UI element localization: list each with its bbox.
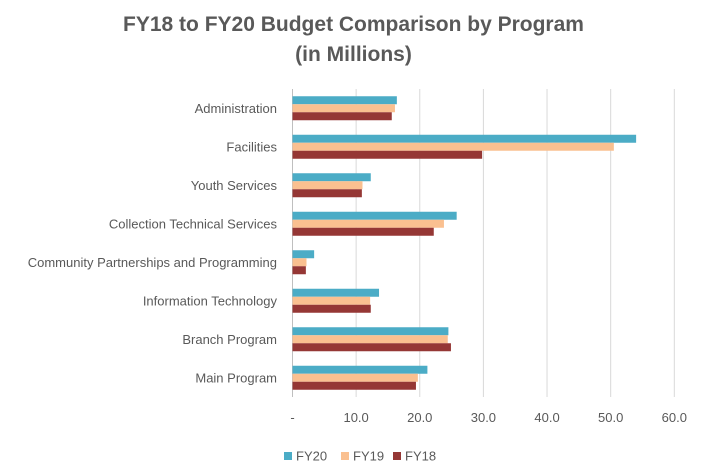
bar-fy20 bbox=[292, 134, 637, 143]
category-label: Branch Program bbox=[182, 332, 277, 347]
bar-fy20 bbox=[292, 211, 457, 220]
legend-label: FY20 bbox=[296, 449, 327, 464]
bar-fy20 bbox=[292, 327, 449, 336]
category-label: Facilities bbox=[226, 139, 277, 154]
bar-fy19 bbox=[292, 258, 307, 267]
bars bbox=[292, 96, 637, 390]
legend-swatch bbox=[393, 452, 401, 460]
legend-item-fy20: FY20 bbox=[284, 449, 327, 464]
bar-fy20 bbox=[292, 250, 315, 259]
legend-swatch bbox=[341, 452, 349, 460]
category-label: Youth Services bbox=[191, 178, 278, 193]
bar-fy19 bbox=[292, 142, 614, 151]
x-tick-label: 40.0 bbox=[534, 410, 559, 425]
bar-fy18 bbox=[292, 150, 483, 159]
x-tick-labels: - 10.0 20.0 30.0 40.0 50.0 60.0 bbox=[290, 410, 687, 425]
category-label: Collection Technical Services bbox=[109, 216, 278, 231]
bar-fy19 bbox=[292, 373, 418, 382]
x-tick-label: 20.0 bbox=[407, 410, 432, 425]
bar-fy19 bbox=[292, 104, 395, 113]
legend-label: FY19 bbox=[353, 449, 384, 464]
x-tick-label: 30.0 bbox=[471, 410, 496, 425]
category-labels: Administration Facilities Youth Services Co… bbox=[28, 101, 278, 386]
legend-item-fy19: FY19 bbox=[341, 449, 384, 464]
category-label: Administration bbox=[195, 101, 277, 116]
chart-title-line-2: (in Millions) bbox=[295, 43, 412, 66]
bar-fy20 bbox=[292, 96, 397, 105]
bar-fy19 bbox=[292, 219, 444, 228]
bar-fy18 bbox=[292, 112, 392, 121]
x-tick-label: 60.0 bbox=[662, 410, 687, 425]
bar-fy19 bbox=[292, 181, 363, 190]
legend-label: FY18 bbox=[405, 449, 436, 464]
legend-item-fy18: FY18 bbox=[393, 449, 436, 464]
bar-fy18 bbox=[292, 304, 371, 313]
bar-fy18 bbox=[292, 266, 306, 275]
bar-fy18 bbox=[292, 381, 416, 390]
chart-title-line-1: FY18 to FY20 Budget Comparison by Progra… bbox=[123, 13, 584, 36]
bar-fy18 bbox=[292, 227, 434, 236]
bar-fy18 bbox=[292, 189, 362, 198]
x-tick-label: 10.0 bbox=[343, 410, 368, 425]
bar-fy18 bbox=[292, 343, 451, 352]
category-label: Main Program bbox=[195, 370, 277, 385]
bar-fy19 bbox=[292, 296, 371, 305]
legend-swatch bbox=[284, 452, 292, 460]
legend: FY20 FY19 FY18 bbox=[284, 449, 436, 464]
bar-fy20 bbox=[292, 365, 428, 374]
bar-fy19 bbox=[292, 335, 448, 344]
bar-fy20 bbox=[292, 288, 380, 297]
bar-fy20 bbox=[292, 173, 371, 182]
x-tick-label: 50.0 bbox=[598, 410, 623, 425]
category-label: Information Technology bbox=[143, 293, 278, 308]
x-tick-label: - bbox=[290, 410, 294, 425]
category-label: Community Partnerships and Programming bbox=[28, 255, 277, 270]
